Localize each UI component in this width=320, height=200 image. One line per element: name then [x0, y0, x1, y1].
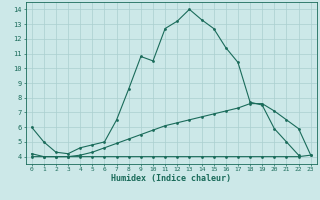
X-axis label: Humidex (Indice chaleur): Humidex (Indice chaleur): [111, 174, 231, 183]
